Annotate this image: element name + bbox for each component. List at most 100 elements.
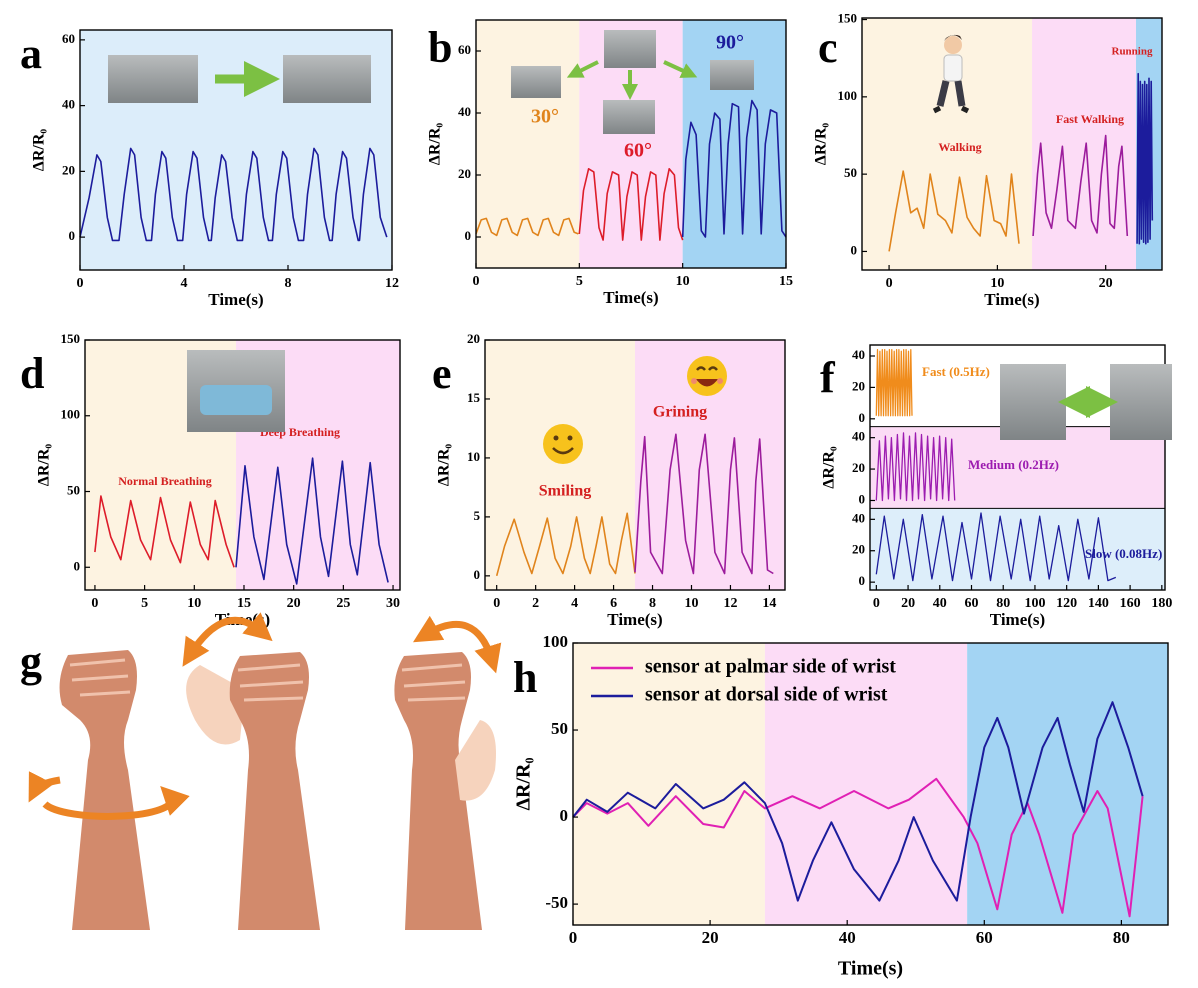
mask [200,385,272,415]
y-tick-label: 20 [62,162,75,177]
x-tick-label: 20 [702,928,719,947]
y-tick-label: 0 [851,242,858,257]
y-tick-label: 20 [852,460,865,475]
y-tick-label: 20 [852,378,865,393]
photo [108,55,198,103]
y-axis-label: ΔR/R₀ [513,758,535,811]
panel-letter: a [20,29,42,78]
x-tick-label: 4 [571,596,578,611]
x-tick-label: 14 [762,596,776,611]
series-label: Fast Walking [1056,112,1124,126]
x-tick-label: 20 [1099,276,1113,291]
x-tick-label: 10 [676,274,690,289]
panel-letter: b [428,23,452,72]
panel-letter: d [20,349,44,398]
x-tick-label: 5 [141,596,148,611]
series-label: Fast (0.5Hz) [922,364,990,379]
x-tick-label: 8 [285,276,292,291]
photo [603,100,655,134]
x-tick-label: 0 [473,274,480,289]
x-tick-label: 0 [493,596,500,611]
x-tick-label: 120 [1056,596,1077,611]
panel-letter: h [513,653,537,702]
x-tick-label: 140 [1088,596,1109,611]
series-label: 30° [531,106,559,128]
x-tick-label: 20 [901,596,915,611]
x-tick-label: 25 [336,596,350,611]
y-axis-label: ΔR/R₀ [427,123,444,166]
x-axis-label: Time(s) [603,288,658,307]
x-tick-label: 80 [1113,928,1130,947]
y-tick-label: 10 [467,449,480,464]
y-tick-label: 40 [458,104,471,119]
emoji-grin [687,356,727,396]
wrist-illustration [35,620,496,930]
y-axis-label: ΔR/R₀ [31,129,48,172]
x-tick-label: 4 [181,276,188,291]
panel-letter: g [20,637,42,686]
page: { "illustration": {"panel": "g"}, "chart… [0,0,1198,983]
series-label: Smiling [539,483,591,500]
x-tick-label: 0 [77,276,84,291]
panel-letter: f [820,353,836,402]
region [683,20,786,268]
photo [604,30,656,68]
x-tick-label: 12 [385,276,399,291]
y-tick-label: 40 [852,429,865,444]
y-tick-label: 40 [852,510,865,525]
y-tick-label: 0 [859,410,866,425]
y-axis-label: ΔR/R₀ [36,444,53,487]
y-tick-label: 50 [67,482,80,497]
photo [1000,364,1066,440]
y-tick-label: 60 [458,42,471,57]
y-tick-label: 150 [838,11,858,26]
y-tick-label: 50 [844,165,857,180]
x-tick-label: 0 [569,928,578,947]
x-tick-label: 10 [187,596,201,611]
x-axis-label: Time(s) [990,610,1045,629]
series-label: Grining [653,404,707,421]
y-tick-label: 50 [551,719,568,738]
y-tick-label: 5 [474,508,481,523]
y-tick-label: 20 [467,331,480,346]
y-tick-label: 0 [74,558,81,573]
y-axis-label: ΔR/R₀ [436,444,453,487]
y-tick-label: 0 [859,573,866,588]
y-tick-label: 0 [69,228,76,243]
series-label: Running [1112,46,1153,58]
y-tick-label: -50 [545,893,568,912]
x-tick-label: 5 [576,274,583,289]
panel-letter: c [818,23,838,72]
charts: 020406004812Time(s)ΔR/R₀a0204060051015Ti… [20,11,1172,980]
x-axis-label: Time(s) [208,290,263,309]
photo [1110,364,1172,440]
x-tick-label: 0 [91,596,98,611]
y-tick-label: 20 [852,542,865,557]
photo [710,60,754,90]
x-tick-label: 60 [976,928,993,947]
y-tick-label: 0 [474,567,481,582]
y-tick-label: 150 [61,331,81,346]
y-tick-label: 0 [465,228,472,243]
series-label: Slow (0.08Hz) [1085,546,1162,561]
x-tick-label: 40 [933,596,947,611]
series-label: 90° [716,32,744,54]
y-tick-label: 60 [62,31,75,46]
x-axis-label: Time(s) [607,610,662,629]
x-tick-label: 20 [287,596,301,611]
series-label: Walking [938,140,981,154]
x-tick-label: 160 [1120,596,1141,611]
y-tick-label: 0 [859,491,866,506]
series-label: Medium (0.2Hz) [968,457,1059,472]
x-tick-label: 0 [886,276,893,291]
series-label: 60° [624,140,652,162]
photo [283,55,371,103]
x-tick-label: 15 [779,274,793,289]
y-tick-label: 100 [61,407,81,422]
photo [511,66,561,98]
x-tick-label: 180 [1151,596,1172,611]
y-tick-label: 20 [458,166,471,181]
emoji-smile [543,424,583,464]
y-tick-label: 15 [467,390,481,405]
region [485,340,635,590]
